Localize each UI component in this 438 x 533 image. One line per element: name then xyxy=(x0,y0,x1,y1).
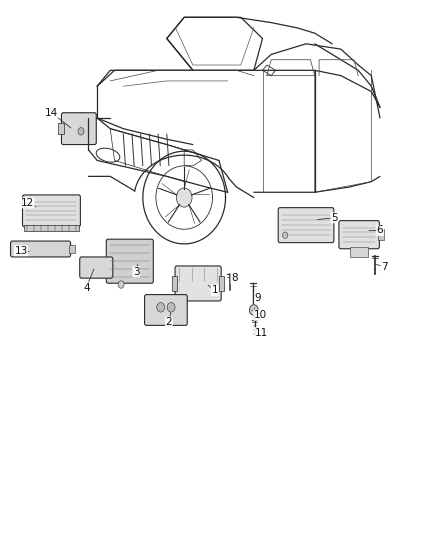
Circle shape xyxy=(78,127,84,135)
FancyBboxPatch shape xyxy=(339,221,379,249)
Text: 9: 9 xyxy=(255,293,261,303)
FancyBboxPatch shape xyxy=(278,208,334,243)
Bar xyxy=(173,276,177,292)
Circle shape xyxy=(167,303,175,312)
Text: 6: 6 xyxy=(377,225,383,236)
FancyBboxPatch shape xyxy=(22,195,81,227)
Text: 2: 2 xyxy=(166,317,172,327)
Text: 8: 8 xyxy=(231,273,237,283)
Bar xyxy=(378,229,384,240)
Text: 11: 11 xyxy=(254,328,268,338)
Bar xyxy=(69,245,75,253)
Text: 3: 3 xyxy=(133,267,140,277)
FancyBboxPatch shape xyxy=(11,241,71,257)
Circle shape xyxy=(177,188,192,207)
Bar xyxy=(24,224,79,231)
Text: 1: 1 xyxy=(212,285,218,295)
FancyBboxPatch shape xyxy=(145,295,187,325)
FancyBboxPatch shape xyxy=(106,239,153,283)
Circle shape xyxy=(118,281,124,288)
Bar xyxy=(58,123,64,134)
Text: 13: 13 xyxy=(14,246,28,256)
Text: 5: 5 xyxy=(331,213,338,223)
Text: 4: 4 xyxy=(83,282,89,293)
Circle shape xyxy=(283,232,288,238)
Circle shape xyxy=(157,303,165,312)
Bar xyxy=(219,276,224,292)
Text: 7: 7 xyxy=(381,262,388,271)
Circle shape xyxy=(250,305,258,316)
Bar xyxy=(350,247,368,257)
FancyBboxPatch shape xyxy=(61,113,96,144)
Text: 10: 10 xyxy=(254,310,267,320)
FancyBboxPatch shape xyxy=(175,266,221,301)
Text: 14: 14 xyxy=(45,108,58,118)
Text: 12: 12 xyxy=(21,198,34,208)
FancyBboxPatch shape xyxy=(80,257,113,278)
